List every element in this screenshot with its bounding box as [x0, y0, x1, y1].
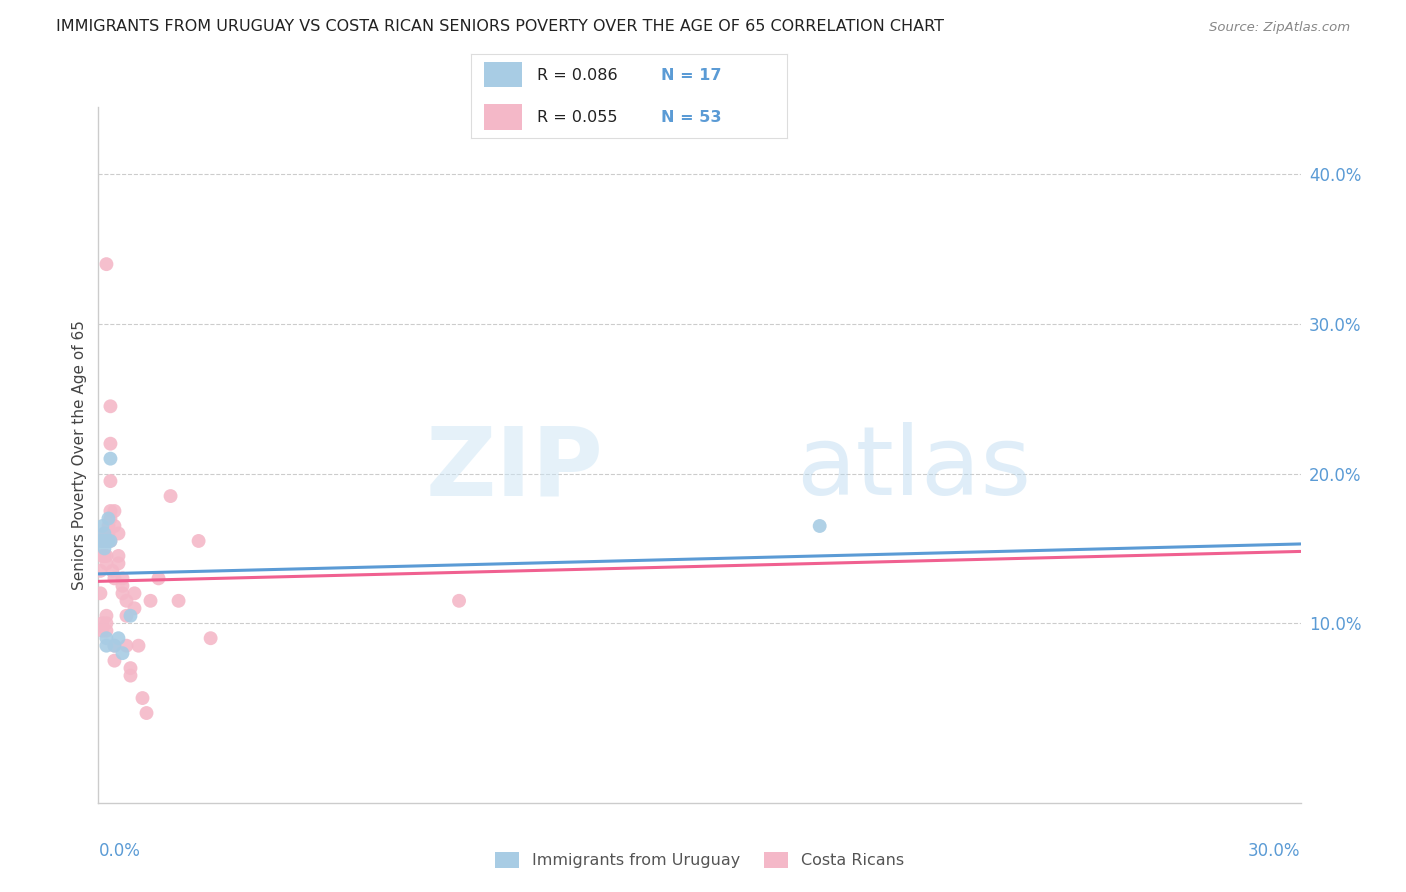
Point: [96, 557, 118, 571]
Point: [115, 594, 138, 608]
Point: [97, 526, 120, 541]
Point: [111, 646, 134, 660]
Point: [115, 608, 138, 623]
Point: [148, 571, 170, 585]
Point: [97, 519, 120, 533]
Point: [101, 564, 124, 578]
Point: [111, 579, 134, 593]
Point: [124, 586, 146, 600]
Point: [107, 631, 129, 645]
Point: [808, 519, 831, 533]
Point: [100, 504, 122, 518]
Text: R = 0.086: R = 0.086: [537, 68, 619, 83]
Point: [107, 557, 129, 571]
Point: [103, 654, 125, 668]
Point: [97, 533, 120, 548]
Point: [89, 586, 111, 600]
Point: [100, 533, 122, 548]
Point: [187, 533, 209, 548]
Point: [131, 691, 153, 706]
Point: [200, 631, 222, 645]
Point: [103, 571, 125, 585]
Point: [93, 549, 115, 563]
Point: [100, 533, 122, 548]
Point: [100, 451, 122, 466]
Point: [96, 533, 118, 548]
Point: [167, 594, 190, 608]
Point: [96, 616, 118, 631]
Text: 30.0%: 30.0%: [1249, 842, 1301, 860]
Point: [103, 639, 125, 653]
Bar: [484, 104, 522, 130]
Text: atlas: atlas: [796, 422, 1031, 516]
Point: [91, 624, 114, 638]
Y-axis label: Seniors Poverty Over the Age of 65: Seniors Poverty Over the Age of 65: [72, 320, 87, 590]
Point: [93, 533, 115, 548]
Point: [111, 571, 134, 585]
Text: 0.0%: 0.0%: [98, 842, 141, 860]
Text: R = 0.055: R = 0.055: [537, 110, 619, 125]
Point: [93, 526, 115, 541]
Point: [103, 639, 125, 653]
Point: [103, 504, 125, 518]
Point: [120, 661, 142, 675]
Legend: Immigrants from Uruguay, Costa Ricans: Immigrants from Uruguay, Costa Ricans: [489, 846, 910, 875]
Point: [100, 399, 122, 413]
Point: [107, 549, 129, 563]
Point: [89, 533, 111, 548]
Point: [103, 519, 125, 533]
Point: [96, 549, 118, 563]
Point: [135, 706, 157, 720]
Text: IMMIGRANTS FROM URUGUAY VS COSTA RICAN SENIORS POVERTY OVER THE AGE OF 65 CORREL: IMMIGRANTS FROM URUGUAY VS COSTA RICAN S…: [56, 20, 945, 34]
Point: [447, 594, 470, 608]
Point: [91, 533, 114, 548]
Text: N = 17: N = 17: [661, 68, 721, 83]
Point: [91, 549, 114, 563]
Text: ZIP: ZIP: [426, 422, 603, 516]
Point: [91, 519, 114, 533]
Point: [100, 474, 122, 488]
Point: [159, 489, 181, 503]
Point: [111, 586, 134, 600]
Point: [93, 526, 115, 541]
Point: [107, 526, 129, 541]
Point: [96, 608, 118, 623]
Point: [120, 668, 142, 682]
Text: N = 53: N = 53: [661, 110, 721, 125]
Point: [96, 639, 118, 653]
Point: [100, 436, 122, 450]
Text: Source: ZipAtlas.com: Source: ZipAtlas.com: [1209, 21, 1350, 34]
Point: [128, 639, 150, 653]
Point: [96, 624, 118, 638]
Point: [97, 511, 120, 525]
Point: [96, 257, 118, 271]
Point: [100, 511, 122, 525]
Point: [89, 564, 111, 578]
Point: [124, 601, 146, 615]
Point: [120, 608, 142, 623]
Point: [96, 533, 118, 548]
Point: [139, 594, 162, 608]
Point: [93, 541, 115, 556]
Point: [115, 639, 138, 653]
Point: [96, 631, 118, 645]
Bar: [484, 62, 522, 87]
Point: [91, 533, 114, 548]
Point: [91, 616, 114, 631]
